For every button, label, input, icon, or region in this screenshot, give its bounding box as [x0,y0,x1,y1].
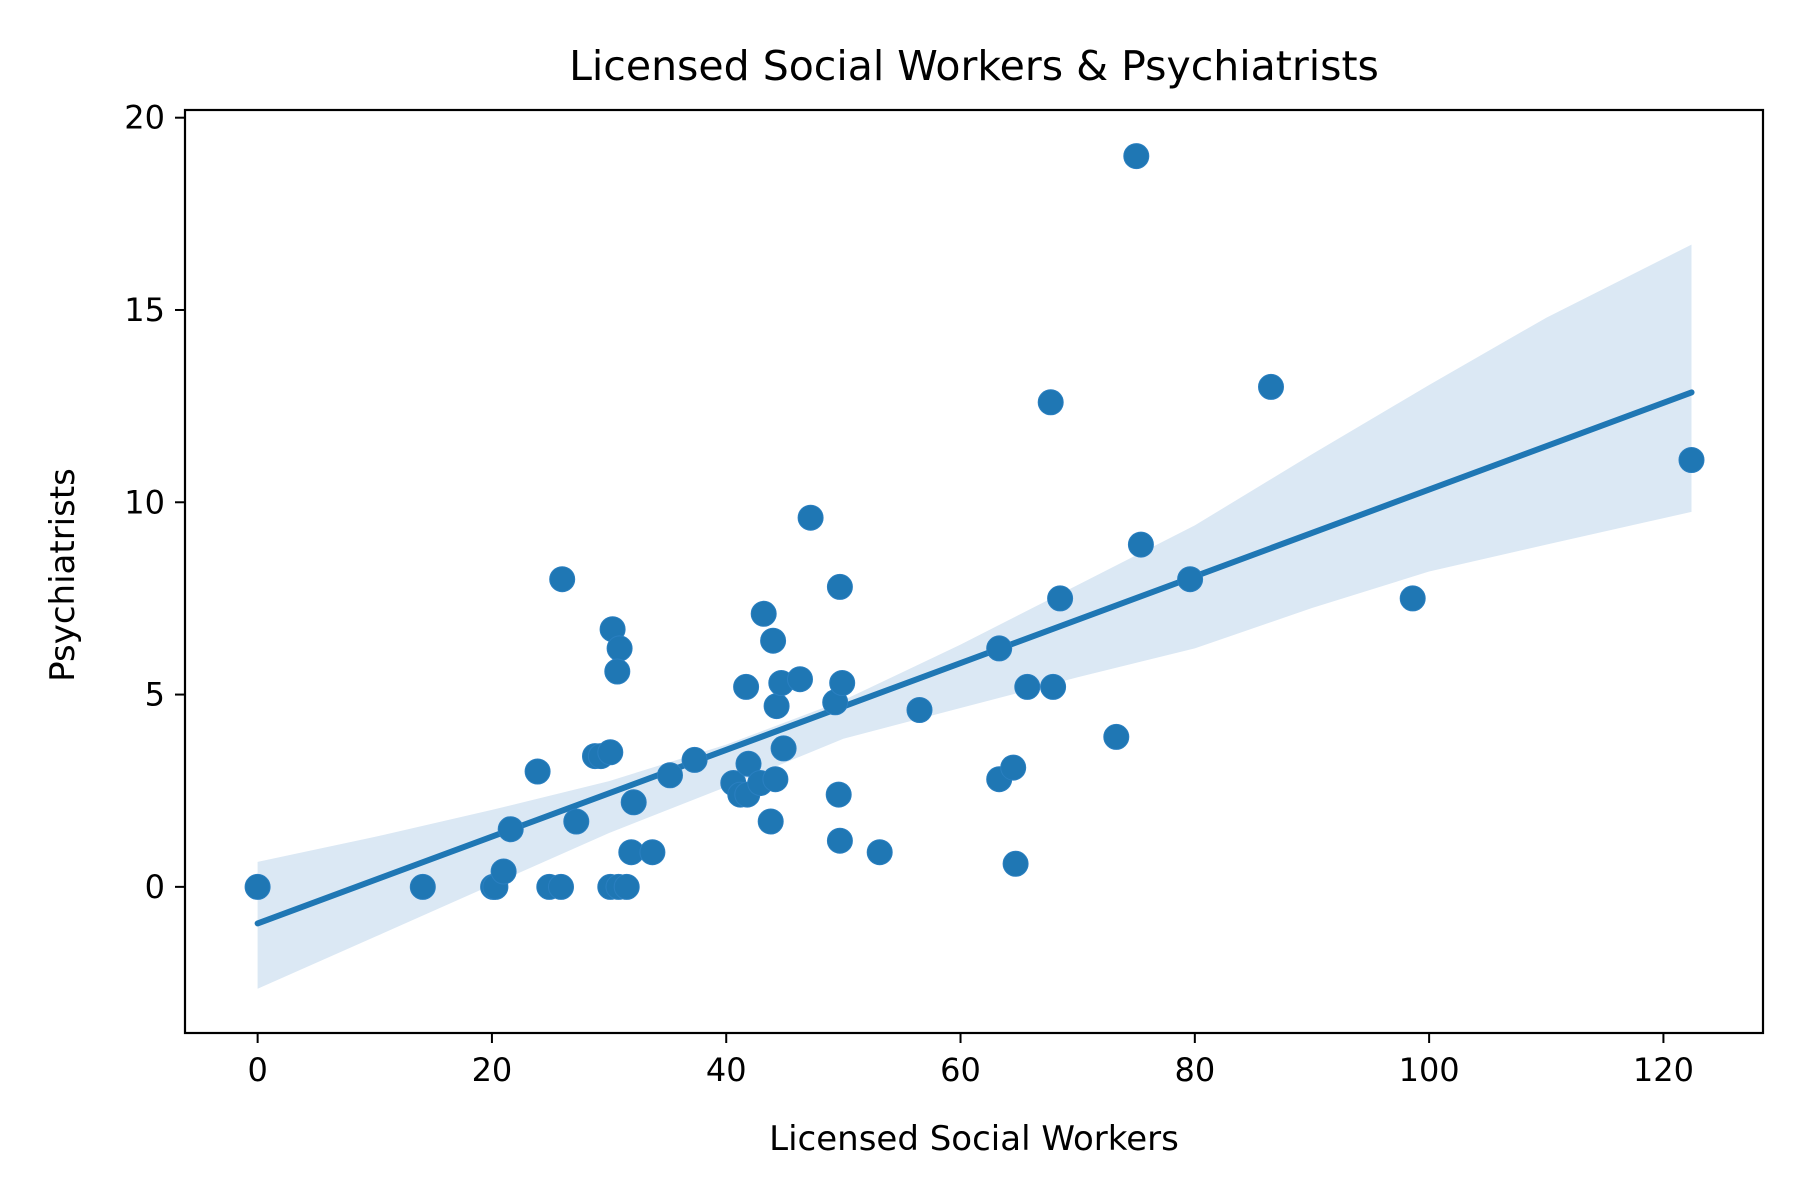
data-point [549,566,576,593]
data-point [1123,143,1150,170]
data-point [490,858,517,885]
data-point [770,735,797,762]
data-point [986,635,1013,662]
data-point [825,781,852,808]
data-point [762,766,789,793]
x-tick-label: 120 [1633,1051,1694,1089]
data-point [826,827,853,854]
data-point [604,658,631,685]
data-point [1037,389,1064,416]
x-tick-label: 60 [940,1051,981,1089]
data-point [639,839,666,866]
regression-line [254,389,1695,927]
data-point [1047,585,1074,612]
x-tick-label: 40 [706,1051,747,1089]
confidence-band [257,244,1692,989]
x-tick-label: 0 [247,1051,267,1089]
x-tick-label: 20 [472,1051,513,1089]
data-point [620,789,647,816]
data-point [524,758,551,785]
data-point [409,873,436,900]
y-tick-label: 10 [124,483,165,521]
data-point [563,808,590,835]
plot-frame [183,108,1765,1035]
data-point [829,670,856,696]
data-point [1678,447,1705,473]
data-point [606,635,633,662]
data-point [757,808,784,835]
data-point [613,873,640,900]
y-tick-label: 5 [145,676,165,714]
data-point [750,600,777,627]
x-tick-label: 100 [1399,1051,1460,1089]
data-point [733,673,760,700]
data-point [1177,566,1204,593]
data-point [657,762,683,789]
data-point [763,693,790,720]
y-tick-label: 20 [124,99,165,137]
data-point [1127,531,1154,558]
y-tick-label: 0 [145,868,165,906]
data-point [787,666,813,693]
data-point [1399,585,1426,612]
data-point [548,873,574,900]
data-point [1040,673,1067,700]
data-point [1103,723,1130,750]
chart-title: Licensed Social Workers & Psychiatrists [569,42,1379,90]
y-tick-label: 15 [124,291,165,329]
data-point [866,839,893,866]
data-point [681,746,708,773]
data-point [597,739,624,766]
data-point [1000,754,1027,781]
data-point [1014,673,1041,700]
data-point [1258,373,1284,400]
data-point [797,504,824,531]
data-point [735,750,762,777]
x-tick-label: 80 [1174,1051,1215,1089]
data-point [906,697,933,723]
data-point [1002,850,1029,877]
data-point [826,573,853,600]
x-axis-label: Licensed Social Workers [769,1119,1179,1159]
data-point [760,627,787,654]
data-point [497,816,524,843]
data-point [244,873,271,900]
y-axis-label: Psychiatrists [43,468,83,682]
